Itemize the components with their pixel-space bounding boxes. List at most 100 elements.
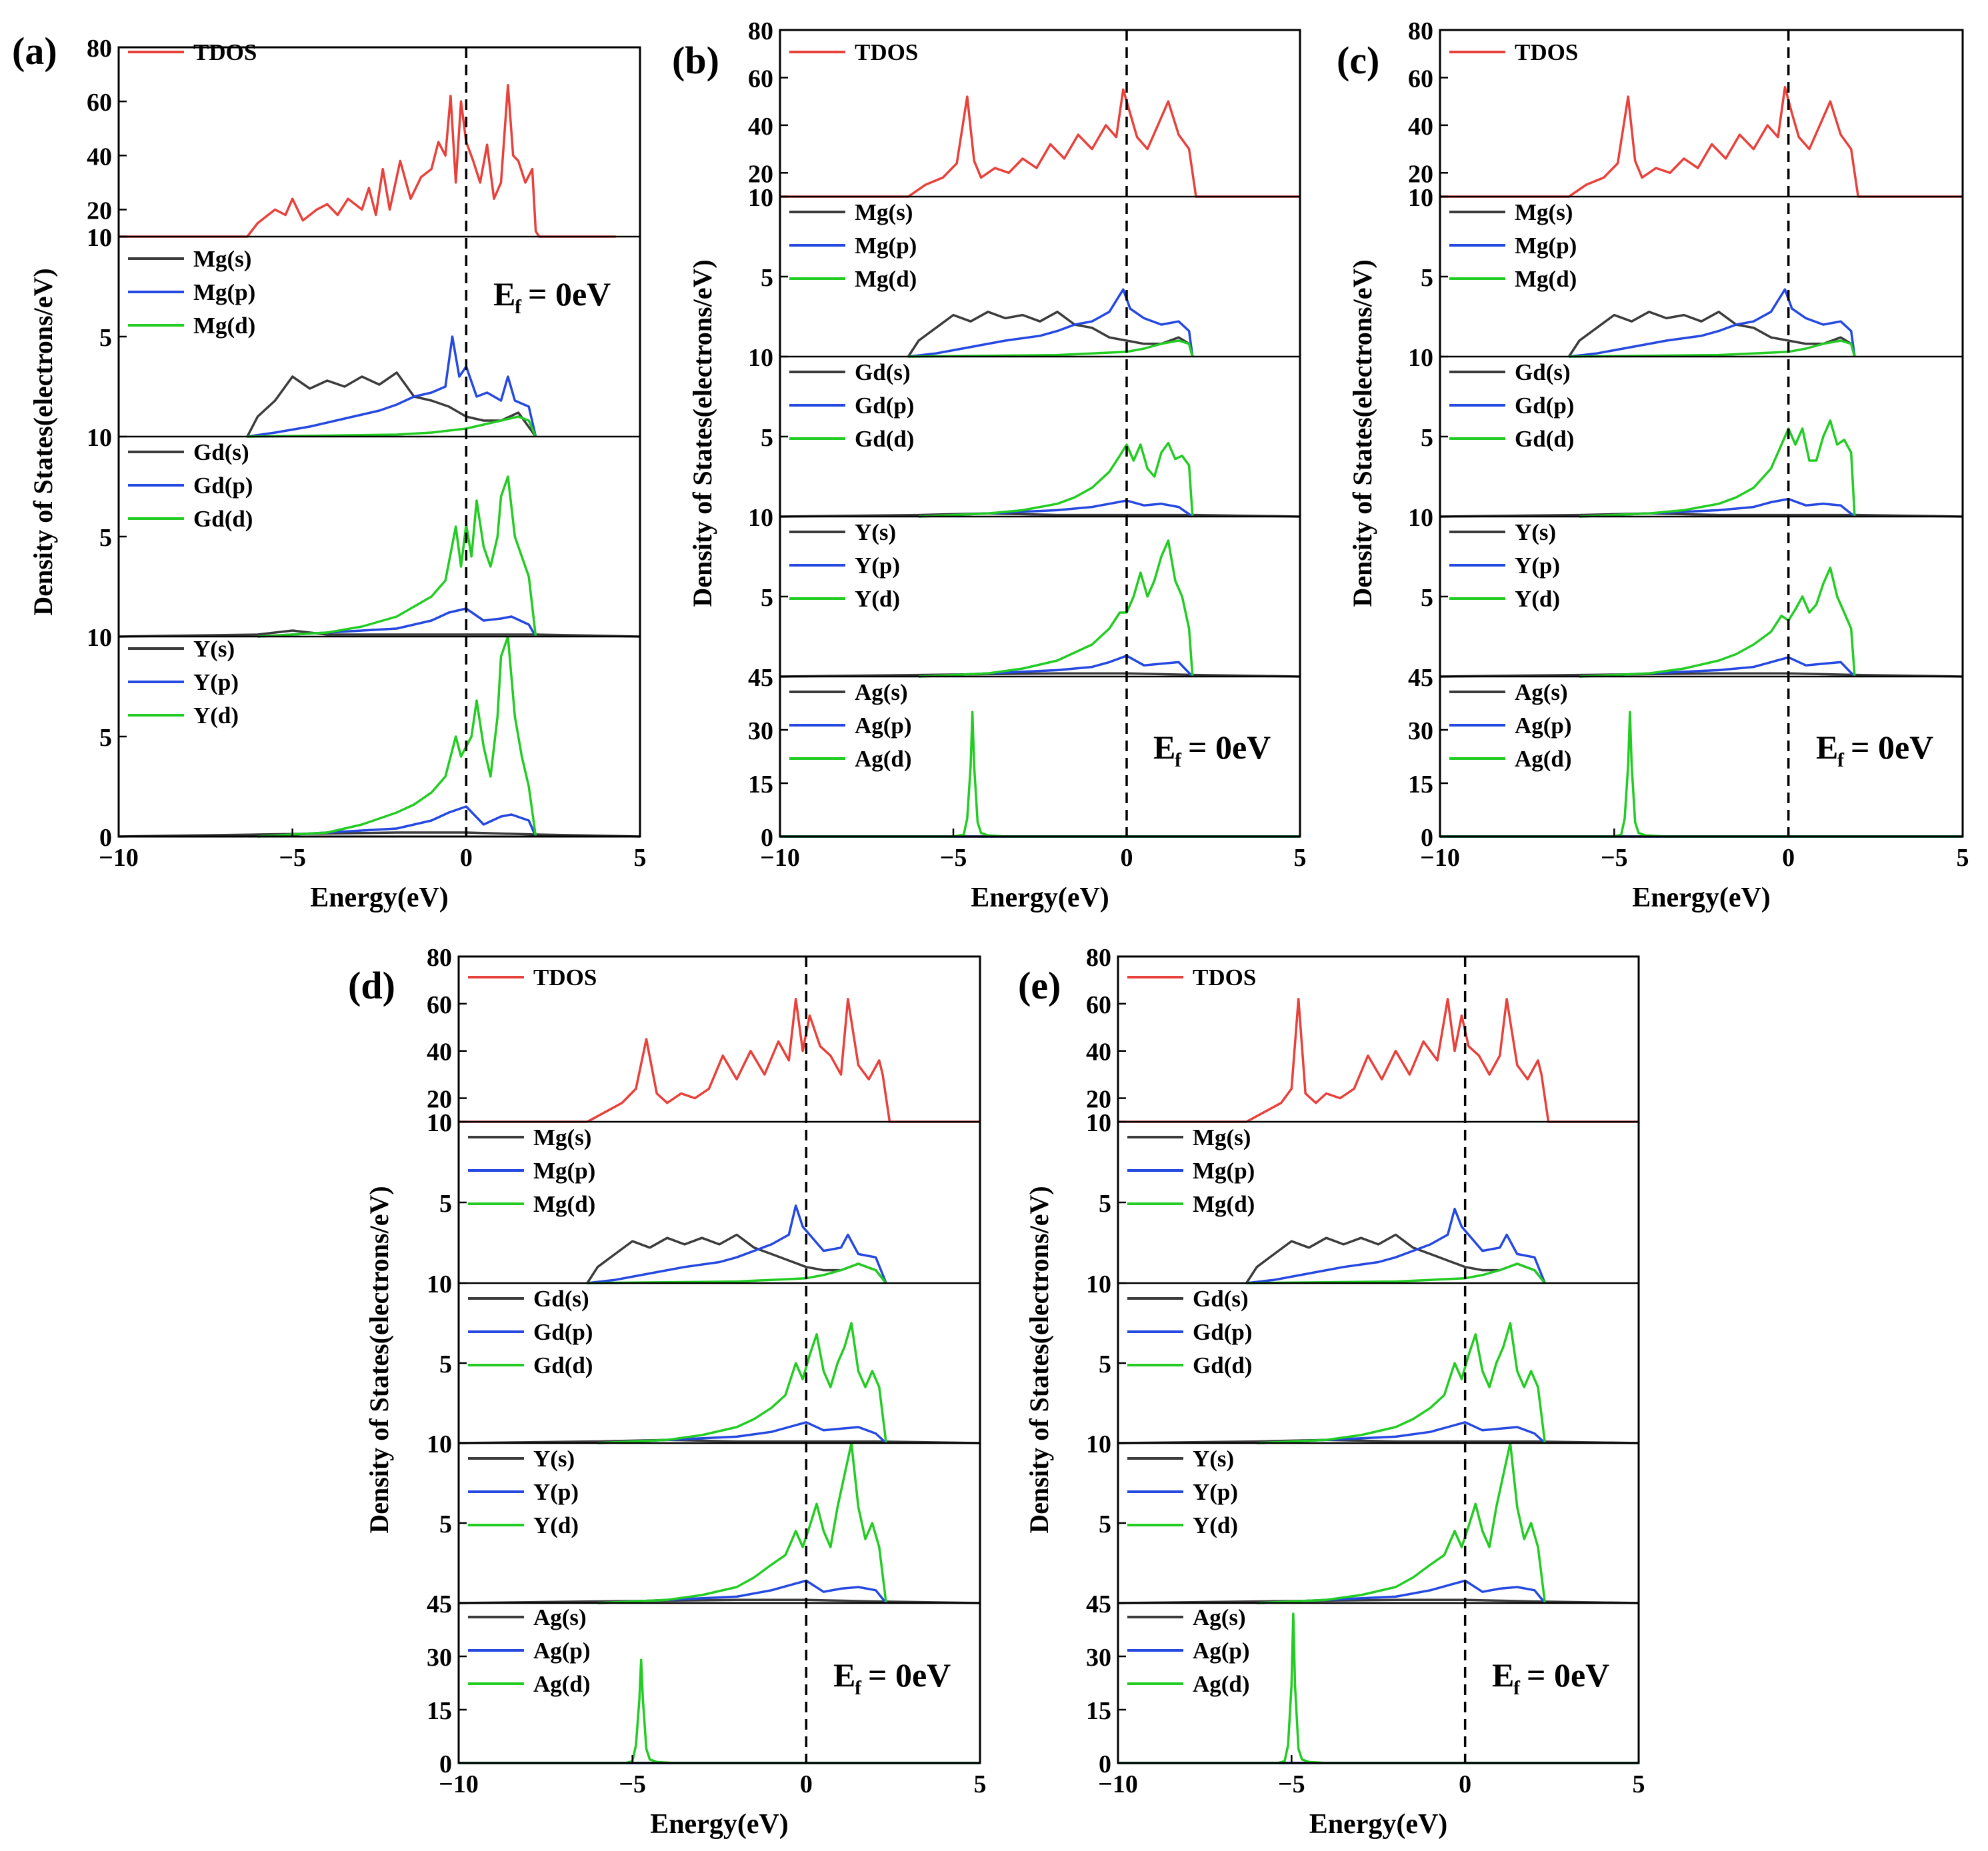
y-tick-label: 45	[1086, 1590, 1111, 1618]
legend-label: TDOS	[1515, 39, 1578, 65]
legend-label: Mg(d)	[533, 1191, 595, 1217]
series-line-gds	[1439, 512, 1963, 518]
y-tick-label: 30	[748, 717, 773, 745]
panel-label: (e)	[1018, 964, 1061, 1007]
y-tick-label: 30	[1408, 717, 1433, 745]
x-tick-label: −10	[99, 844, 139, 872]
series-line-mgd	[908, 339, 1194, 358]
y-tick-label: 5	[439, 1510, 452, 1538]
series-line-ys	[1117, 1598, 1639, 1604]
y-tick-label: 20	[87, 197, 112, 225]
y-tick-label: 10	[87, 224, 112, 252]
legend-label: Gd(p)	[533, 1319, 593, 1345]
legend-label: Gd(p)	[855, 393, 914, 419]
y-tick-label: 20	[1408, 160, 1433, 188]
legend-label: Gd(s)	[855, 359, 911, 385]
y-tick-label: 40	[1408, 113, 1433, 141]
fermi-label-value: = 0eV	[1188, 729, 1271, 766]
x-tick-label: −5	[279, 844, 306, 872]
panel-label: (d)	[348, 964, 395, 1007]
y-tick-label: 10	[1086, 1109, 1111, 1137]
subplot-y: 10 5 Y(s) Y(p) Y(d)	[748, 504, 1301, 678]
y-tick-label: 30	[1086, 1644, 1111, 1672]
x-tick-label: 0	[800, 1770, 813, 1798]
series-line-yp	[257, 805, 537, 838]
x-tick-label: 0	[1782, 844, 1795, 872]
series-line-mgs	[246, 371, 537, 438]
y-tick-label: 5	[99, 324, 112, 352]
x-tick-label: 0	[1121, 844, 1133, 872]
legend-label: Y(d)	[855, 586, 900, 612]
legend-label: Y(p)	[533, 1479, 579, 1505]
legend-label: Y(p)	[193, 669, 239, 695]
y-tick-label: 40	[87, 143, 112, 171]
subplot-y: 0 5 10 Y(s) Y(p) Y(d)	[87, 624, 641, 852]
series-line-mgp	[247, 335, 537, 438]
y-tick-label: 10	[87, 624, 112, 652]
y-tick-label: 10	[1408, 344, 1433, 372]
legend-label: Ag(d)	[1193, 1671, 1250, 1697]
y-tick-label: 45	[748, 664, 773, 692]
legend-label: Y(p)	[1515, 553, 1560, 579]
series-line-gdp	[1579, 497, 1856, 518]
legend-label: Mg(s)	[855, 199, 913, 225]
series-line-yd	[1257, 1442, 1547, 1604]
y-tick-label: 30	[427, 1644, 452, 1672]
series-line-mgd	[247, 415, 537, 438]
subplot-y: 10 5 Y(s) Y(p) Y(d)	[427, 1430, 981, 1604]
fermi-label-sub: f	[515, 296, 522, 318]
x-tick-label: 0	[1459, 1770, 1471, 1798]
series-line-gdd	[918, 441, 1194, 518]
legend-label: Mg(p)	[855, 233, 917, 259]
y-axis-label: Density of States(electrons/eV)	[1347, 259, 1377, 607]
subplot-gd: 10 5 Gd(s) Gd(p) Gd(d)	[427, 1270, 981, 1444]
y-tick-label: 60	[1086, 991, 1111, 1019]
series-line-ys	[779, 672, 1301, 678]
legend-label: Y(d)	[533, 1512, 579, 1538]
y-tick-label: 5	[439, 1190, 452, 1218]
series-line-yd	[918, 539, 1194, 678]
y-tick-label: 60	[748, 65, 773, 93]
series-line-yd	[597, 1442, 887, 1604]
x-axis-label: Energy(eV)	[310, 883, 449, 913]
x-tick-label: 5	[1957, 844, 1969, 872]
series-line-gdd	[257, 475, 537, 638]
legend-label: Mg(s)	[1193, 1124, 1251, 1150]
y-tick-label: 15	[427, 1697, 452, 1725]
y-tick-label: 5	[1099, 1190, 1111, 1218]
legend-label: Mg(p)	[1193, 1158, 1255, 1184]
plot-frame	[779, 29, 1301, 838]
plot-frame	[1117, 955, 1640, 1764]
y-tick-label: 80	[1408, 17, 1433, 45]
series-line-mgp	[587, 1204, 887, 1284]
legend-label: TDOS	[193, 39, 257, 65]
series-line-yd	[257, 635, 537, 838]
legend-label: Gd(p)	[1515, 393, 1574, 419]
x-tick-label: 5	[1633, 1770, 1645, 1798]
y-tick-label: 10	[748, 504, 773, 532]
plot-frame	[117, 46, 641, 838]
y-tick-label: 20	[748, 160, 773, 188]
subplot-gd: 10 5 Gd(s) Gd(p) Gd(d)	[1086, 1270, 1639, 1444]
legend-label: Mg(d)	[855, 266, 917, 292]
legend-label: Gd(s)	[533, 1286, 589, 1312]
panel-e: (e)Density of States(electrons/eV)102040…	[1018, 944, 1645, 1840]
x-tick-label: −5	[1601, 844, 1628, 872]
legend-label: Mg(p)	[533, 1158, 595, 1184]
panel-label: (a)	[12, 29, 57, 73]
fermi-label-value: = 0eV	[528, 275, 611, 313]
y-tick-label: 10	[427, 1270, 452, 1298]
legend-label: Gd(s)	[193, 439, 249, 465]
y-tick-label: 10	[1086, 1270, 1111, 1298]
y-tick-label: 5	[1421, 584, 1433, 612]
subplot-gd: 10 5 Gd(s) Gd(p) Gd(d)	[1408, 344, 1963, 518]
y-tick-label: 40	[748, 113, 773, 141]
series-line-tdos	[1118, 998, 1639, 1123]
legend-label: Ag(p)	[1515, 713, 1572, 739]
subplot-mg: 10 5 Mg(s) Mg(p) Mg(d)	[427, 1109, 980, 1284]
series-line-mgp	[1246, 1207, 1547, 1284]
series-line-yp	[1579, 656, 1856, 678]
fermi-label-sub: f	[1513, 1677, 1521, 1699]
